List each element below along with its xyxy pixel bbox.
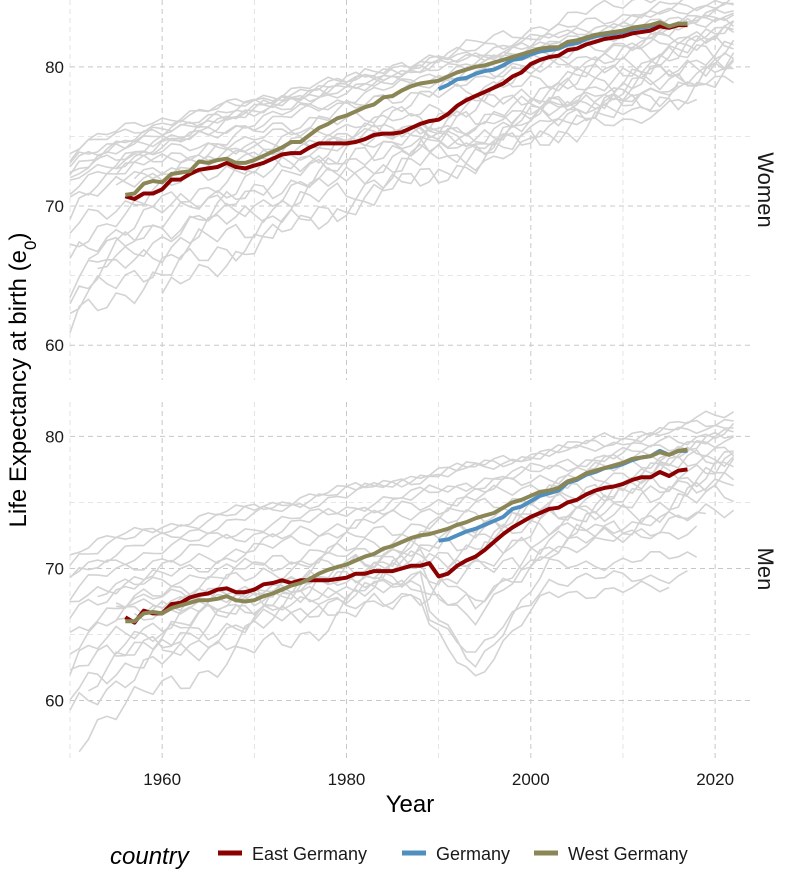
legend-label: West Germany (568, 844, 688, 864)
x-axis-ticks: 1960 1980 2000 2020 (143, 770, 734, 789)
background-country-line (69, 418, 734, 566)
background-country-line (88, 448, 734, 692)
y-tick-label: 80 (45, 427, 64, 446)
background-country-line (69, 0, 657, 196)
background-country-line (115, 478, 734, 655)
legend-entry-east-germany: East Germany (218, 844, 367, 864)
legend-label: Germany (436, 844, 510, 864)
background-country-line (97, 510, 707, 610)
highlighted-series (124, 447, 688, 625)
x-tick-label: 1980 (328, 770, 366, 789)
x-tick-label: 2020 (696, 770, 734, 789)
background-country-line (69, 422, 735, 601)
background-country-lines (69, 0, 735, 333)
series-line-west-germany (125, 447, 688, 624)
background-country-line (116, 570, 688, 653)
x-axis-title: Year (386, 791, 435, 818)
background-country-line (115, 84, 679, 186)
background-country-line (69, 428, 734, 579)
background-country-line (69, 51, 735, 305)
series-line-east-germany (124, 23, 688, 201)
background-country-line (69, 471, 735, 711)
legend-label: East Germany (252, 844, 367, 864)
legend-entry-germany: Germany (402, 844, 510, 864)
legend-items: East Germany Germany West Germany (218, 844, 688, 864)
background-country-line (69, 20, 735, 234)
y-tick-label: 60 (45, 692, 64, 711)
series-line-east-germany (124, 467, 688, 625)
series-line-west-germany (124, 20, 688, 197)
background-country-line (69, 451, 735, 676)
background-country-line (78, 483, 734, 753)
background-country-line (69, 458, 735, 701)
background-country-line (69, 410, 735, 578)
x-tick-label: 2000 (512, 770, 550, 789)
y-tick-label: 60 (45, 336, 64, 355)
background-country-line (69, 454, 735, 655)
legend-entry-west-germany: West Germany (534, 844, 688, 864)
background-country-line (69, 1, 734, 164)
background-country-line (162, 502, 735, 657)
legend: country East Germany Germany West Germany (110, 843, 688, 870)
legend-title: country (110, 843, 191, 870)
background-country-line (87, 40, 734, 260)
background-country-line (97, 52, 735, 270)
facet-panel-men: 60 70 80 Men (45, 402, 778, 760)
x-tick-label: 1960 (143, 770, 181, 789)
background-country-line (69, 424, 734, 556)
background-country-line (69, 25, 735, 259)
y-tick-label: 80 (45, 58, 64, 77)
background-country-line (134, 580, 670, 677)
y-tick-label: 70 (45, 559, 64, 578)
facet-panel-women: 60 70 80 Women (45, 0, 778, 380)
background-country-line (161, 58, 734, 294)
background-country-line (69, 17, 735, 198)
y-axis-title: Life Expectancy at birth (e0) (5, 233, 40, 528)
background-country-line (115, 551, 698, 669)
facet-panels: 60 70 80 Women 60 70 80 Men (45, 0, 778, 760)
highlighted-series (124, 20, 688, 201)
facet-label-men: Men (753, 548, 778, 591)
y-tick-label: 70 (45, 197, 64, 216)
facet-label-women: Women (753, 152, 778, 227)
